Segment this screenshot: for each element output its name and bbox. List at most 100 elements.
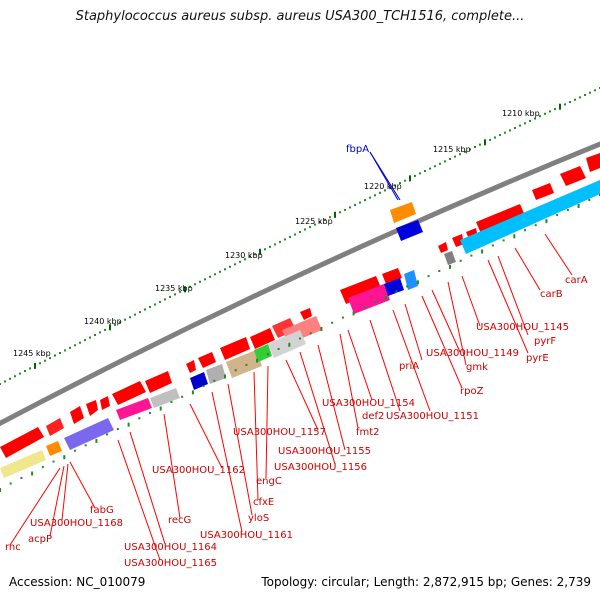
scale-minor-tick [49, 357, 51, 360]
scale-minor-tick [29, 367, 31, 370]
inner-marker [534, 224, 537, 227]
scale-major-tick [259, 248, 261, 255]
scale-minor-tick [94, 334, 96, 336]
scale-minor-tick [0, 383, 1, 385]
scale-minor-tick [424, 170, 426, 172]
scale-minor-tick [124, 318, 126, 321]
scale-minor-tick [464, 150, 466, 153]
inner-marker [256, 358, 259, 363]
scale-minor-tick [539, 115, 541, 118]
scale-minor-tick [594, 89, 596, 92]
inner-marker [41, 466, 44, 469]
tick-label-1230: 1230 kbp [225, 251, 263, 260]
scale-minor-tick [354, 204, 356, 206]
gene-label-cfxE: cfxE [253, 497, 274, 508]
scale-minor-tick [399, 182, 401, 185]
fbpA-leader [369, 151, 399, 201]
inner-marker [224, 374, 226, 379]
scale-minor-tick [244, 258, 246, 261]
tick-label-1220: 1220 kbp [364, 182, 402, 191]
scale-minor-tick [234, 263, 236, 266]
scale-minor-tick [164, 298, 166, 301]
inner-marker [170, 401, 173, 404]
scale-major-tick [34, 362, 36, 369]
scale-major-tick [109, 324, 111, 331]
scale-minor-tick [14, 375, 16, 378]
inner-marker [191, 390, 194, 395]
gene-label-carA: carA [565, 275, 588, 286]
gene-label-def2: def2 [362, 411, 384, 422]
scale-minor-tick [274, 243, 276, 246]
scale-minor-tick [469, 148, 471, 151]
inner-marker [202, 385, 205, 388]
scale-minor-tick [254, 253, 256, 256]
inner-marker [181, 395, 184, 398]
scale-minor-tick [574, 98, 576, 101]
inner-marker [556, 214, 559, 217]
map-title: Staphylococcus aureus subsp. aureus USA3… [75, 9, 525, 24]
scale-minor-tick [514, 127, 516, 129]
gene-label-recG: recG [168, 515, 191, 526]
scale-minor-tick [9, 377, 11, 380]
scale-minor-tick [374, 194, 376, 197]
scale-major-tick [184, 286, 186, 293]
scale-minor-tick [439, 162, 441, 165]
scale-minor-tick [339, 211, 341, 214]
scale-minor-tick [24, 370, 26, 372]
inner-marker [159, 406, 162, 411]
scale-minor-tick [479, 143, 481, 146]
gene-label-acpP: acpP [28, 534, 52, 545]
scale-labels: 1210 kbp 1215 kbp 1220 kbp 1225 kbp 1230… [13, 109, 540, 358]
scale-minor-tick [44, 359, 46, 362]
genome-backbone [0, 141, 600, 427]
scale-minor-tick [569, 101, 571, 103]
scale-minor-tick [529, 119, 531, 122]
tick-label-1210: 1210 kbp [502, 109, 540, 118]
inner-marker [374, 301, 376, 303]
inner-marker [406, 285, 409, 288]
scale-minor-tick [204, 278, 206, 281]
scale-minor-tick [89, 336, 91, 339]
gene-label-pyrF: pyrF [534, 336, 556, 347]
inner-marker [63, 455, 66, 460]
gene-label-fabG: fabG [90, 505, 114, 516]
scale-minor-tick [524, 122, 526, 125]
scale-minor-tick [364, 199, 366, 202]
scale-minor-tick [174, 293, 176, 296]
scale-minor-tick [579, 96, 581, 99]
scale-minor-tick [314, 223, 316, 226]
scale-minor-tick [279, 240, 281, 243]
scale-minor-tick [39, 362, 41, 365]
gene-label-rnc: rnc [5, 542, 21, 553]
inner-marker [341, 316, 344, 319]
scale-minor-tick [54, 354, 56, 357]
scale-arc [0, 87, 600, 385]
scale-minor-tick [249, 255, 251, 258]
gene-label-rpoZ: rpoZ [460, 386, 484, 397]
inner-marker [138, 417, 141, 420]
scale-minor-tick [219, 270, 221, 273]
gene-label-engC: engC [256, 476, 282, 487]
scale-minor-tick [344, 208, 346, 211]
gene-label-priA: priA [399, 361, 419, 372]
gene-label-1155: USA300HOU_1155 [278, 446, 371, 457]
gene-label-1156: USA300HOU_1156 [274, 462, 367, 473]
scale-minor-tick [169, 295, 171, 298]
scale-minor-tick [74, 344, 76, 347]
inner-marker [320, 327, 323, 331]
scale-minor-tick [324, 218, 326, 221]
inner-marker [0, 488, 1, 492]
scale-minor-tick [4, 380, 6, 383]
inner-marker [449, 264, 451, 269]
scale-minor-tick [414, 174, 416, 177]
gene-label-1162: USA300HOU_1162 [152, 465, 245, 476]
inner-marker [545, 219, 548, 224]
gene-label-fmt2: fmt2 [356, 427, 380, 438]
accession-label: Accession: NC_010079 [9, 575, 146, 589]
scale-minor-tick [554, 108, 556, 111]
inner-marker [127, 422, 130, 427]
scale-minor-tick [384, 189, 386, 192]
scale-minor-tick [359, 201, 361, 204]
inner-marker [459, 259, 462, 262]
scale-minor-tick [329, 216, 331, 219]
